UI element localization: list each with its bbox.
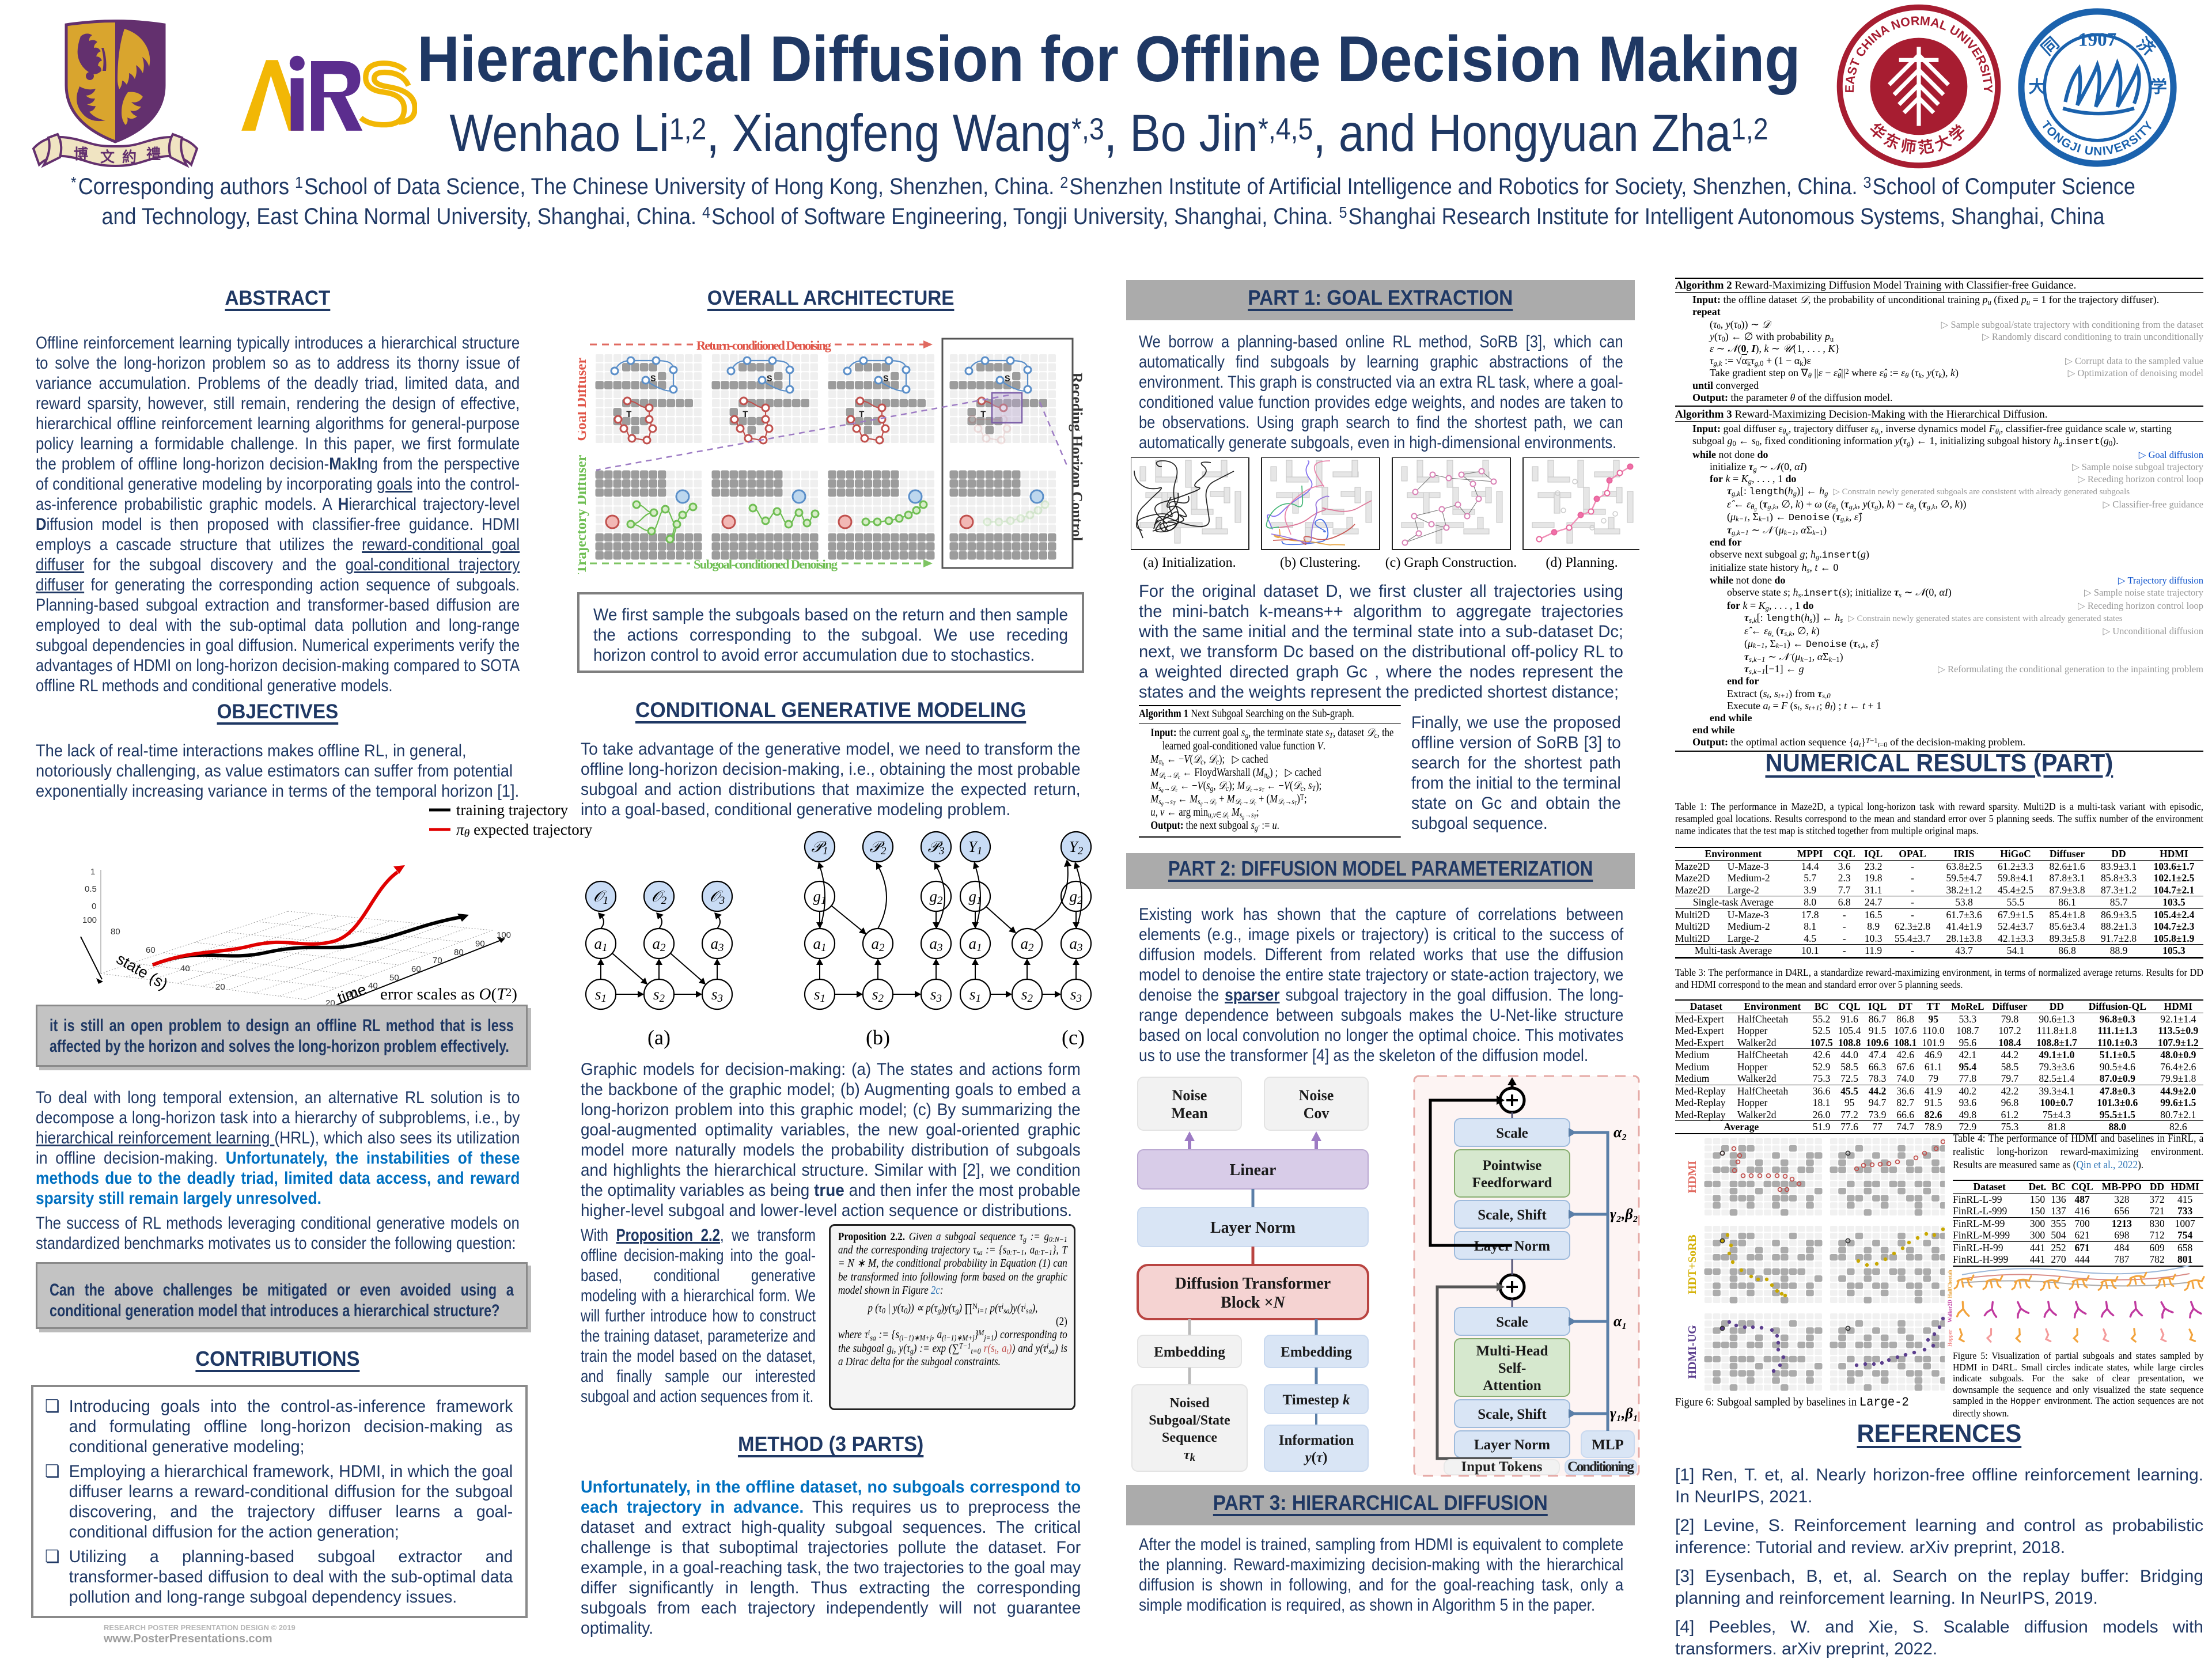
svg-text:T: T <box>859 410 865 420</box>
svg-text:60: 60 <box>146 945 156 955</box>
svg-text:S: S <box>883 374 889 384</box>
svg-text:Noise: Noise <box>1299 1087 1334 1104</box>
svg-text:Trajectory Diffuser: Trajectory Diffuser <box>578 454 589 574</box>
svg-text:α₂: α₂ <box>1613 1124 1627 1141</box>
svg-text:Conditioning: Conditioning <box>1567 1459 1635 1475</box>
svg-text:Receding Horizon Control: Receding Horizon Control <box>1069 373 1085 541</box>
svg-text:S: S <box>650 374 656 384</box>
svg-text:T: T <box>743 410 748 420</box>
svg-text:学: 学 <box>2150 77 2167 96</box>
svg-text:(b) Clustering.: (b) Clustering. <box>1280 555 1361 570</box>
svg-text:τk: τk <box>1184 1448 1196 1464</box>
svg-text:Scale: Scale <box>1496 1126 1528 1141</box>
svg-text:time: time <box>335 980 369 1007</box>
svg-text:(a): (a) <box>647 1026 671 1049</box>
svg-text:1: 1 <box>90 867 95 877</box>
svg-text:60: 60 <box>411 964 421 974</box>
svg-text:Self-: Self- <box>1498 1361 1527 1376</box>
svg-text:100: 100 <box>497 930 511 940</box>
svg-text:Embedding: Embedding <box>1281 1344 1352 1360</box>
svg-text:80: 80 <box>111 927 120 937</box>
svg-text:70: 70 <box>433 956 442 965</box>
svg-text:Embedding: Embedding <box>1154 1344 1225 1360</box>
svg-text:T: T <box>980 410 986 420</box>
svg-text:100: 100 <box>82 915 97 925</box>
svg-text:γ₂,β₂: γ₂,β₂ <box>1610 1206 1638 1222</box>
svg-text:Scale: Scale <box>1496 1315 1528 1330</box>
svg-text:Subgoal/State: Subgoal/State <box>1149 1413 1230 1428</box>
svg-text:禮: 禮 <box>146 146 161 162</box>
svg-text:(c): (c) <box>1062 1026 1085 1049</box>
svg-text:error scales as O(T2): error scales as O(T2) <box>380 985 517 1003</box>
svg-text:Layer Norm: Layer Norm <box>1210 1219 1296 1237</box>
svg-text:Multi-Head: Multi-Head <box>1476 1343 1548 1359</box>
svg-text:Sequence: Sequence <box>1162 1430 1217 1445</box>
svg-text:Scale, Shift: Scale, Shift <box>1478 1207 1547 1223</box>
svg-text:HalfCheetah: HalfCheetah <box>1947 1270 1953 1298</box>
svg-text:(d) Planning.: (d) Planning. <box>1546 555 1618 570</box>
svg-text:90: 90 <box>475 939 485 949</box>
svg-text:πθ expected trajectory: πθ expected trajectory <box>456 821 593 840</box>
svg-text:Pointwise: Pointwise <box>1483 1158 1542 1173</box>
svg-text:T: T <box>626 410 632 420</box>
svg-text:Noise: Noise <box>1172 1087 1207 1104</box>
svg-text:HDMI-UG: HDMI-UG <box>1688 1325 1699 1379</box>
svg-text:大: 大 <box>2028 77 2045 96</box>
svg-text:Scale, Shift: Scale, Shift <box>1478 1407 1547 1422</box>
svg-text:Diffusion Transformer: Diffusion Transformer <box>1175 1275 1331 1293</box>
svg-text:state (s): state (s) <box>113 950 171 993</box>
svg-text:80: 80 <box>454 948 464 957</box>
svg-text:HDT+SoRB: HDT+SoRB <box>1688 1234 1699 1294</box>
svg-text:training trajectory: training trajectory <box>456 801 569 819</box>
svg-text:γ₁,β₁: γ₁,β₁ <box>1610 1405 1638 1422</box>
svg-text:Cov: Cov <box>1304 1105 1330 1122</box>
svg-text:Linear: Linear <box>1230 1161 1277 1179</box>
svg-text:(c) Graph Construction.: (c) Graph Construction. <box>1385 555 1517 570</box>
svg-text:Input Tokens: Input Tokens <box>1461 1459 1542 1475</box>
svg-text:約: 約 <box>122 149 137 165</box>
svg-text:Noised: Noised <box>1169 1396 1210 1411</box>
svg-text:40: 40 <box>368 981 378 991</box>
svg-text:Walker2D: Walker2D <box>1947 1300 1953 1323</box>
svg-text:0.5: 0.5 <box>85 884 97 894</box>
svg-text:博: 博 <box>74 146 88 162</box>
svg-text:(a) Initialization.: (a) Initialization. <box>1143 555 1236 570</box>
svg-text:Attention: Attention <box>1483 1378 1541 1393</box>
svg-text:1907: 1907 <box>2078 29 2117 51</box>
svg-text:Hopper: Hopper <box>1947 1330 1953 1347</box>
svg-text:S: S <box>767 374 772 384</box>
svg-text:Mean: Mean <box>1171 1105 1208 1122</box>
svg-text:α₁: α₁ <box>1613 1313 1627 1330</box>
svg-text:Timestep k: Timestep k <box>1283 1392 1350 1408</box>
svg-text:0: 0 <box>92 902 96 911</box>
svg-text:(b): (b) <box>866 1026 890 1049</box>
svg-text:Return-conditioned Denoising: Return-conditioned Denoising <box>696 338 832 353</box>
svg-text:Information: Information <box>1279 1433 1354 1448</box>
svg-text:20: 20 <box>215 982 225 992</box>
svg-text:文: 文 <box>100 149 115 165</box>
svg-text:MLP: MLP <box>1592 1437 1624 1453</box>
svg-text:S: S <box>1005 374 1010 384</box>
svg-text:Feedforward: Feedforward <box>1472 1175 1552 1191</box>
svg-text:Goal Diffuser: Goal Diffuser <box>578 357 589 441</box>
svg-text:Block ×N: Block ×N <box>1221 1294 1286 1312</box>
svg-text:HDMI: HDMI <box>1688 1160 1699 1193</box>
svg-text:Layer Norm: Layer Norm <box>1474 1437 1550 1453</box>
svg-text:30: 30 <box>347 990 357 999</box>
svg-text:40: 40 <box>180 964 190 974</box>
svg-text:y(τ): y(τ) <box>1304 1450 1328 1465</box>
svg-text:50: 50 <box>389 973 399 983</box>
